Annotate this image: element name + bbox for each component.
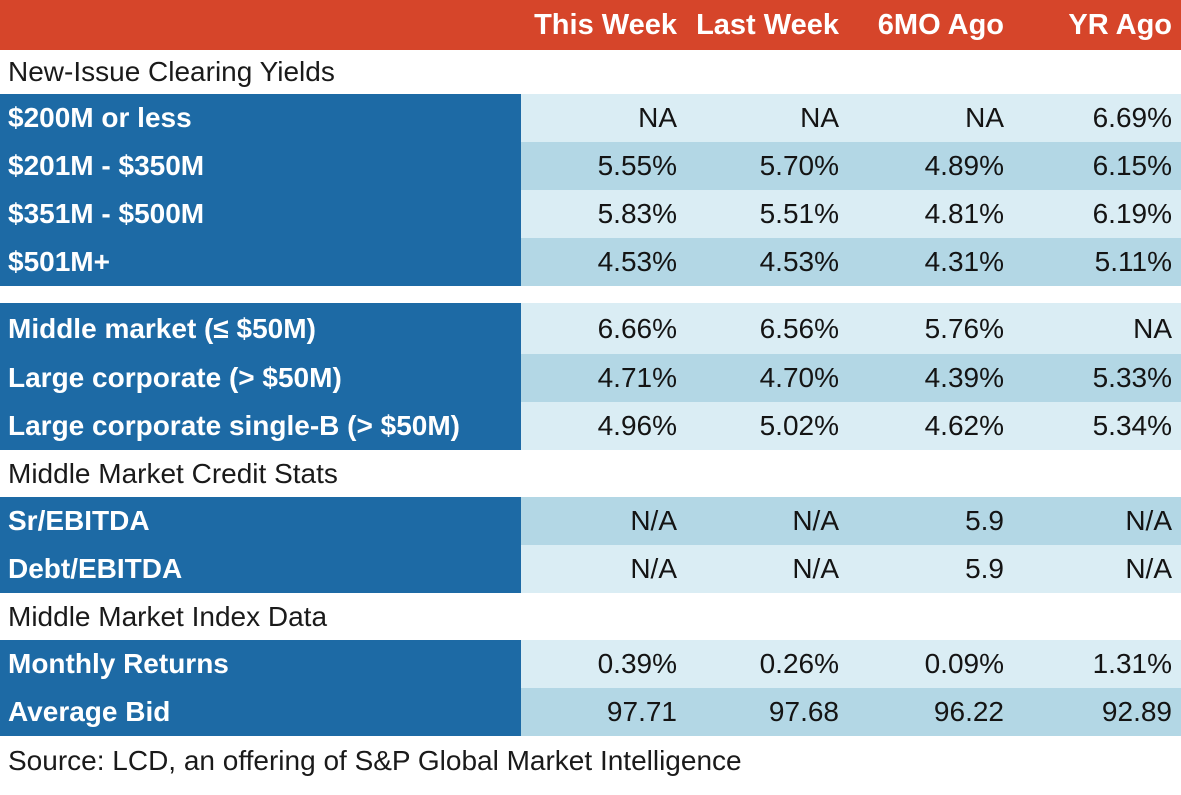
source-note: Source: LCD, an offering of S&P Global M… <box>0 736 1181 786</box>
row-value-large-corporate-6mo-ago: 4.39% <box>848 354 1013 402</box>
row-value-sr-ebitda-last-week: N/A <box>686 497 848 545</box>
row-value-sr-ebitda-6mo-ago: 5.9 <box>848 497 1013 545</box>
row-label-middle-market: Middle market (≤ $50M) <box>0 303 521 354</box>
row-value-debt-ebitda-6mo-ago: 5.9 <box>848 545 1013 593</box>
row-label-average-bid: Average Bid <box>0 688 521 736</box>
row-value-501m-last-week: 4.53% <box>686 238 848 286</box>
row-value-501m-yr-ago: 5.11% <box>1013 238 1181 286</box>
row-label-large-corporate: Large corporate (> $50M) <box>0 354 521 402</box>
row-value-debt-ebitda-this-week: N/A <box>521 545 686 593</box>
header-corner <box>0 0 521 50</box>
row-value-501m-this-week: 4.53% <box>521 238 686 286</box>
row-value-sr-ebitda-this-week: N/A <box>521 497 686 545</box>
row-value-351m-this-week: 5.83% <box>521 190 686 238</box>
row-value-large-corporate-this-week: 4.71% <box>521 354 686 402</box>
section-title-new-issue: New-Issue Clearing Yields <box>0 50 1181 94</box>
row-label-351m: $351M - $500M <box>0 190 521 238</box>
row-value-501m-6mo-ago: 4.31% <box>848 238 1013 286</box>
row-value-middle-market-6mo-ago: 5.76% <box>848 303 1013 354</box>
row-value-average-bid-6mo-ago: 96.22 <box>848 688 1013 736</box>
row-value-200m-this-week: NA <box>521 94 686 142</box>
section-divider <box>0 286 1181 303</box>
row-value-200m-last-week: NA <box>686 94 848 142</box>
row-value-200m-yr-ago: 6.69% <box>1013 94 1181 142</box>
header-6mo-ago: 6MO Ago <box>848 0 1013 50</box>
header-this-week: This Week <box>521 0 686 50</box>
row-label-large-corporate-single-b: Large corporate single-B (> $50M) <box>0 402 521 450</box>
section-title-index-data: Middle Market Index Data <box>0 593 1181 640</box>
row-label-501m: $501M+ <box>0 238 521 286</box>
row-value-large-corporate-last-week: 4.70% <box>686 354 848 402</box>
row-value-large-corporate-single-b-yr-ago: 5.34% <box>1013 402 1181 450</box>
row-label-sr-ebitda: Sr/EBITDA <box>0 497 521 545</box>
row-label-monthly-returns: Monthly Returns <box>0 640 521 688</box>
row-value-200m-6mo-ago: NA <box>848 94 1013 142</box>
row-value-351m-6mo-ago: 4.81% <box>848 190 1013 238</box>
row-value-middle-market-this-week: 6.66% <box>521 303 686 354</box>
row-value-351m-last-week: 5.51% <box>686 190 848 238</box>
row-value-debt-ebitda-last-week: N/A <box>686 545 848 593</box>
section-title-credit-stats: Middle Market Credit Stats <box>0 450 1181 497</box>
row-value-monthly-returns-last-week: 0.26% <box>686 640 848 688</box>
row-value-average-bid-this-week: 97.71 <box>521 688 686 736</box>
row-value-201m-this-week: 5.55% <box>521 142 686 190</box>
header-yr-ago: YR Ago <box>1013 0 1181 50</box>
row-label-debt-ebitda: Debt/EBITDA <box>0 545 521 593</box>
row-value-monthly-returns-yr-ago: 1.31% <box>1013 640 1181 688</box>
row-value-average-bid-yr-ago: 92.89 <box>1013 688 1181 736</box>
row-value-large-corporate-single-b-last-week: 5.02% <box>686 402 848 450</box>
row-value-large-corporate-yr-ago: 5.33% <box>1013 354 1181 402</box>
row-value-average-bid-last-week: 97.68 <box>686 688 848 736</box>
row-value-201m-last-week: 5.70% <box>686 142 848 190</box>
row-value-201m-6mo-ago: 4.89% <box>848 142 1013 190</box>
row-value-debt-ebitda-yr-ago: N/A <box>1013 545 1181 593</box>
row-value-monthly-returns-this-week: 0.39% <box>521 640 686 688</box>
header-last-week: Last Week <box>686 0 848 50</box>
row-value-middle-market-last-week: 6.56% <box>686 303 848 354</box>
row-value-large-corporate-single-b-this-week: 4.96% <box>521 402 686 450</box>
row-value-351m-yr-ago: 6.19% <box>1013 190 1181 238</box>
row-value-sr-ebitda-yr-ago: N/A <box>1013 497 1181 545</box>
row-value-middle-market-yr-ago: NA <box>1013 303 1181 354</box>
row-value-monthly-returns-6mo-ago: 0.09% <box>848 640 1013 688</box>
row-value-large-corporate-single-b-6mo-ago: 4.62% <box>848 402 1013 450</box>
row-value-201m-yr-ago: 6.15% <box>1013 142 1181 190</box>
row-label-200m: $200M or less <box>0 94 521 142</box>
row-label-201m: $201M - $350M <box>0 142 521 190</box>
